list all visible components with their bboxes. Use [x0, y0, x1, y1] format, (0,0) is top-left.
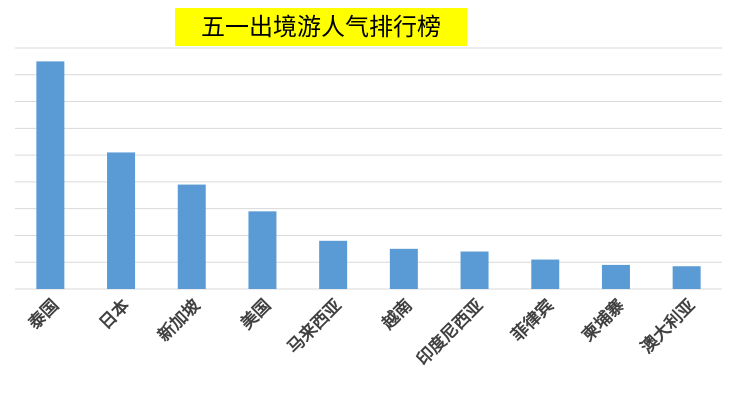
x-tick-label: 泰国	[24, 295, 63, 334]
x-tick-label: 日本	[95, 295, 134, 334]
x-tick-label: 菲律宾	[507, 295, 558, 346]
x-tick-label: 马来西亚	[283, 295, 346, 358]
bar	[460, 251, 489, 289]
bar	[319, 240, 348, 289]
bar	[177, 184, 206, 289]
x-tick-label: 印度尼西亚	[412, 295, 487, 370]
bar	[531, 259, 560, 289]
bar	[36, 61, 65, 290]
x-tick-label: 新加坡	[154, 295, 205, 346]
bar	[389, 248, 418, 289]
chart-title: 五一出境游人气排行榜	[201, 13, 441, 41]
title-background	[175, 8, 467, 46]
x-tick-label: 美国	[236, 295, 275, 334]
bar	[672, 266, 701, 289]
x-tick-label: 柬埔寨	[578, 295, 629, 346]
x-tick-label: 越南	[377, 295, 417, 335]
bar	[107, 152, 136, 289]
x-tick-label: 澳大利亚	[636, 295, 699, 358]
bar	[601, 264, 630, 289]
bar	[248, 211, 277, 289]
